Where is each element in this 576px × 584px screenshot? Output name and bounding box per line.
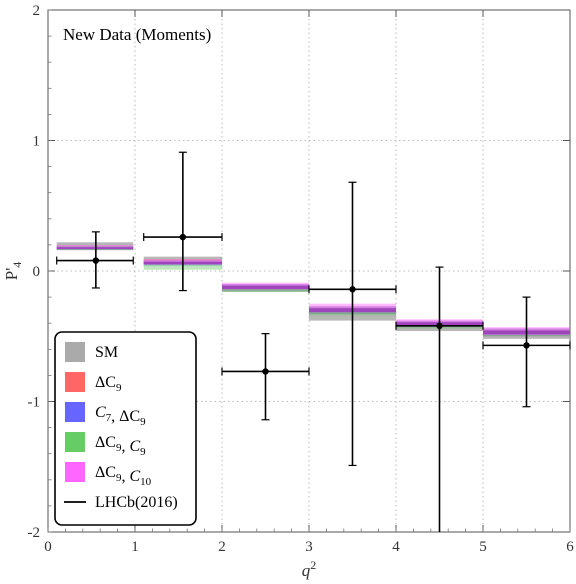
lhcb-point-5 xyxy=(482,296,571,408)
lhcb-point-3 xyxy=(308,181,397,467)
legend-swatch xyxy=(65,372,85,392)
band-0-0 xyxy=(56,242,134,248)
legend-entry-4: ΔC9, C10 xyxy=(65,462,152,488)
data-point xyxy=(523,342,530,349)
y-tick-label: 0 xyxy=(33,264,41,280)
legend-box xyxy=(54,331,197,526)
x-tick-label: 3 xyxy=(305,539,313,555)
lhcb-point-4 xyxy=(395,266,484,532)
band-overlap-0 xyxy=(56,247,134,250)
lhcb-point-1 xyxy=(143,151,223,292)
legend-label: C7, ΔC9 xyxy=(95,404,146,428)
x-tick-label: 0 xyxy=(44,539,52,555)
legend-swatch xyxy=(65,402,85,422)
legend-swatch xyxy=(65,462,85,482)
legend-entry-3: ΔC9, C9 xyxy=(65,432,146,458)
legend: SM ΔC9 C7, ΔC9 ΔC9, C9 ΔC9, C10 LHCb(2016) xyxy=(54,331,197,526)
legend-swatch xyxy=(65,432,85,452)
x-axis-label: q2 xyxy=(302,558,317,580)
band-4-0 xyxy=(56,244,134,249)
x-tick-label: 2 xyxy=(218,539,226,555)
legend-label: ΔC9 xyxy=(95,374,122,394)
chart-title: New Data (Moments) xyxy=(63,25,211,44)
y-tick-label: 1 xyxy=(33,134,41,150)
data-point xyxy=(349,286,356,293)
data-point xyxy=(92,257,100,264)
x-tick-label: 5 xyxy=(479,539,487,555)
y-axis-label: P'4 xyxy=(2,262,24,281)
data-point xyxy=(262,368,269,375)
legend-label: ΔC9, C9 xyxy=(95,434,146,458)
x-tick-label: 1 xyxy=(131,539,139,555)
band-overlap-2 xyxy=(222,285,309,289)
legend-entry-1: ΔC9 xyxy=(65,372,122,394)
gridlines xyxy=(48,10,570,532)
x-tick-label: 6 xyxy=(566,539,574,555)
legend-label: ΔC9, C10 xyxy=(95,464,152,488)
lhcb-measurements xyxy=(56,151,571,532)
data-point xyxy=(436,322,443,330)
legend-label: SM xyxy=(95,344,118,361)
lhcb-point-2 xyxy=(221,333,310,421)
x-tick-label: 4 xyxy=(392,539,400,555)
data-point xyxy=(179,233,187,241)
legend-entry-2: C7, ΔC9 xyxy=(65,402,146,428)
legend-entry-0: SM xyxy=(65,342,118,362)
y-tick-label: 2 xyxy=(33,3,41,19)
y-tick-label: -1 xyxy=(28,395,41,411)
axis-ticks: 0 1 2 3 4 5 6 -2 -1 0 1 2 xyxy=(28,3,575,555)
y-tick-label: -2 xyxy=(28,525,41,541)
legend-entry-5: LHCb(2016) xyxy=(64,494,178,511)
legend-swatch xyxy=(65,342,85,362)
lhcb-point-0 xyxy=(56,231,134,289)
legend-label: LHCb(2016) xyxy=(95,494,178,511)
